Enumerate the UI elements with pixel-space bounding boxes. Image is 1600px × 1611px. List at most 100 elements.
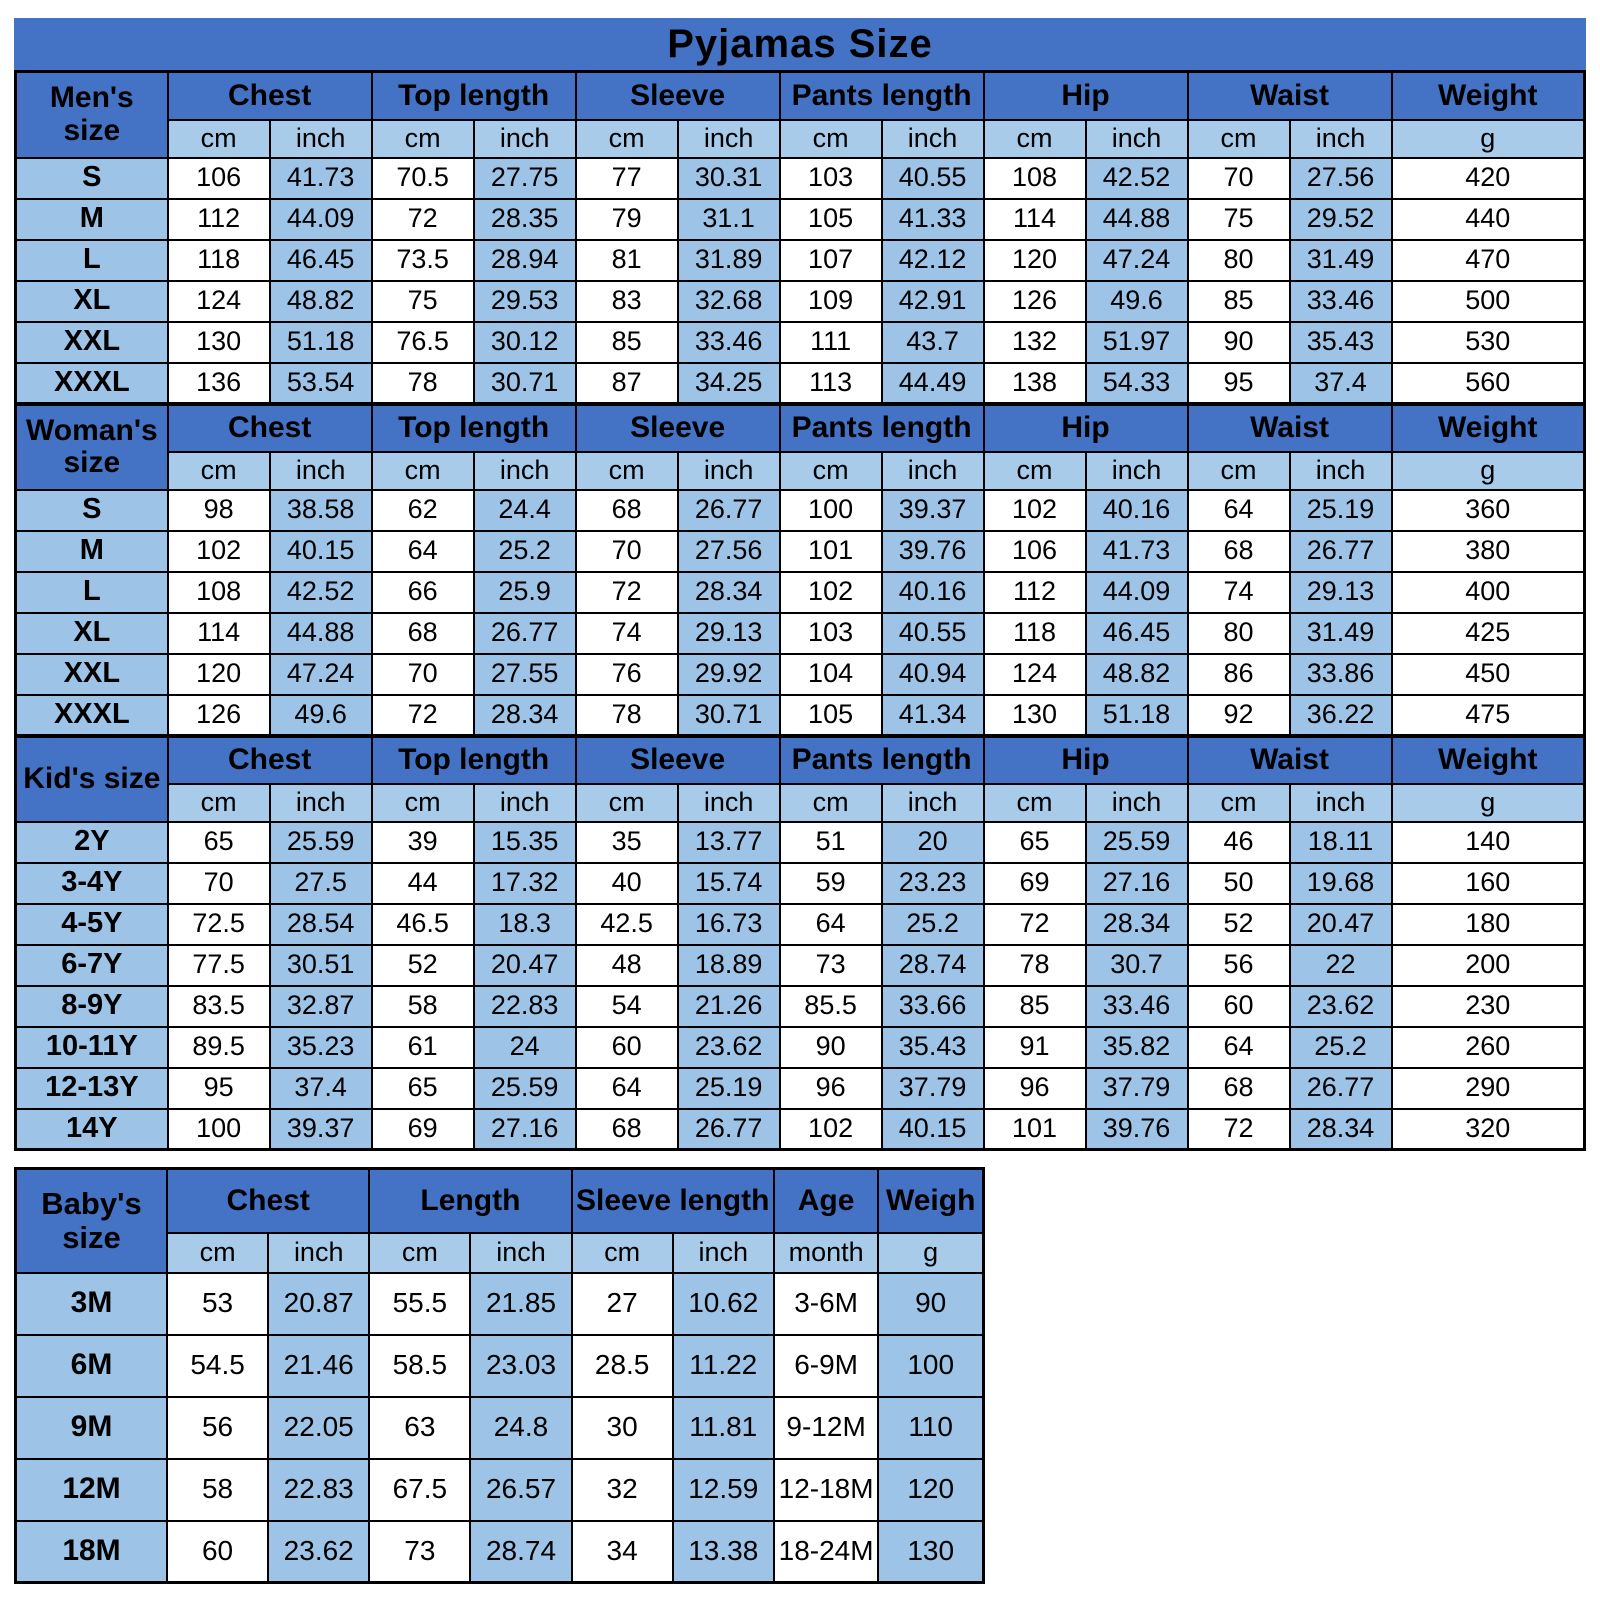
value-cell: 130 xyxy=(166,320,271,364)
value-cell: 136 xyxy=(166,361,271,405)
value-cell: 87 xyxy=(574,361,679,405)
value-cell: 11.22 xyxy=(671,1333,775,1398)
table-row-men-s-size-l: L 118 46.45 73.5 28.94 81 31.89 107 42.12 120 47.2… xyxy=(14,238,1586,282)
table-row-men-s-size-xxxl: XXXL 136 53.54 78 30.71 87 34.25 113 44.49 138 54.… xyxy=(14,361,1586,405)
value-cell: 28.74 xyxy=(469,1519,573,1584)
value-cell: 39.37 xyxy=(880,488,985,532)
value-cell: 48 xyxy=(574,943,679,987)
value-cell: 42.91 xyxy=(880,279,985,323)
value-cell: 63 xyxy=(368,1395,472,1460)
value-cell: 40.16 xyxy=(880,570,985,614)
value-cell: 530 xyxy=(1390,320,1586,364)
size-cell: 4-5Y xyxy=(14,902,169,946)
size-cell: 3-4Y xyxy=(14,861,169,905)
value-cell: 30.12 xyxy=(472,320,577,364)
value-cell: 28.34 xyxy=(472,693,577,737)
value-cell: 44.09 xyxy=(268,197,373,241)
table-row-woman-s-size-m: M 102 40.15 64 25.2 70 27.56 101 39.76 106 41.73 68… xyxy=(14,529,1586,573)
size-cell: M xyxy=(14,197,169,241)
value-cell: 102 xyxy=(778,570,883,614)
value-cell: 72 xyxy=(982,902,1087,946)
value-cell: 130 xyxy=(877,1519,985,1584)
value-cell: 86 xyxy=(1186,652,1291,696)
value-cell: 25.2 xyxy=(880,902,985,946)
value-cell: 48.82 xyxy=(268,279,373,323)
value-cell: 11.81 xyxy=(671,1395,775,1460)
value-cell: 51.18 xyxy=(268,320,373,364)
value-cell: 58.5 xyxy=(368,1333,472,1398)
section-label-woman-s-size: Woman's size xyxy=(14,401,169,491)
unit-header-inch: inch xyxy=(1288,782,1393,823)
column-header-chest: Chest xyxy=(166,401,373,453)
value-cell: 124 xyxy=(166,279,271,323)
value-cell: 12-18M xyxy=(772,1457,880,1522)
value-cell: 85 xyxy=(574,320,679,364)
value-cell: 16.73 xyxy=(676,902,781,946)
value-cell: 65 xyxy=(166,820,271,864)
unit-header-cm: cm xyxy=(982,450,1087,491)
value-cell: 35 xyxy=(574,820,679,864)
value-cell: 28.34 xyxy=(1288,1107,1393,1151)
value-cell: 32 xyxy=(570,1457,674,1522)
value-cell: 46 xyxy=(1186,820,1291,864)
value-cell: 91 xyxy=(982,1025,1087,1069)
value-cell: 56 xyxy=(165,1395,270,1460)
value-cell: 112 xyxy=(982,570,1087,614)
section-label-men-s-size: Men's size xyxy=(14,70,169,159)
value-cell: 75 xyxy=(370,279,475,323)
value-cell: 400 xyxy=(1390,570,1586,614)
column-header-weight: Weight xyxy=(1390,401,1586,453)
value-cell: 18-24M xyxy=(772,1519,880,1584)
value-cell: 25.19 xyxy=(1288,488,1393,532)
unit-header-inch: inch xyxy=(1084,782,1189,823)
value-cell: 53 xyxy=(165,1271,270,1336)
value-cell: 124 xyxy=(982,652,1087,696)
unit-header-inch: inch xyxy=(1084,450,1189,491)
value-cell: 37.79 xyxy=(880,1066,985,1110)
unit-header-inch: inch xyxy=(268,450,373,491)
value-cell: 68 xyxy=(1186,1066,1291,1110)
value-cell: 31.1 xyxy=(676,197,781,241)
table-row-men-s-size-m: M 112 44.09 72 28.35 79 31.1 105 41.33 114 44.88 75… xyxy=(14,197,1586,241)
value-cell: 72.5 xyxy=(166,902,271,946)
value-cell: 111 xyxy=(778,320,883,364)
table-row-kid-s-size-8-9y: 8-9Y 83.5 32.87 58 22.83 54 21.26 85.5 33.66 85 33… xyxy=(14,984,1586,1028)
value-cell: 44.49 xyxy=(880,361,985,405)
value-cell: 33.46 xyxy=(1288,279,1393,323)
value-cell: 92 xyxy=(1186,693,1291,737)
value-cell: 59 xyxy=(778,861,883,905)
value-cell: 22.05 xyxy=(267,1395,371,1460)
column-header-waist: Waist xyxy=(1186,401,1393,453)
value-cell: 260 xyxy=(1390,1025,1586,1069)
value-cell: 64 xyxy=(778,902,883,946)
value-cell: 102 xyxy=(166,529,271,573)
value-cell: 138 xyxy=(982,361,1087,405)
value-cell: 450 xyxy=(1390,652,1586,696)
value-cell: 108 xyxy=(982,156,1087,200)
value-cell: 90 xyxy=(1186,320,1291,364)
unit-header-g: g xyxy=(877,1231,985,1274)
value-cell: 46.5 xyxy=(370,902,475,946)
unit-header-cm: cm xyxy=(1186,450,1291,491)
value-cell: 37.4 xyxy=(1288,361,1393,405)
unit-header-inch: inch xyxy=(472,782,577,823)
value-cell: 30.31 xyxy=(676,156,781,200)
section-label-line: Baby's xyxy=(41,1186,142,1222)
column-header-chest: Chest xyxy=(166,733,373,785)
value-cell: 74 xyxy=(1186,570,1291,614)
value-cell: 28.34 xyxy=(676,570,781,614)
value-cell: 100 xyxy=(778,488,883,532)
unit-header-cm: cm xyxy=(370,782,475,823)
unit-header-cm: cm xyxy=(1186,782,1291,823)
value-cell: 28.5 xyxy=(570,1333,674,1398)
value-cell: 85.5 xyxy=(778,984,883,1028)
value-cell: 51.97 xyxy=(1084,320,1189,364)
value-cell: 103 xyxy=(778,611,883,655)
value-cell: 60 xyxy=(165,1519,270,1584)
table-row-kid-s-size-4-5y: 4-5Y 72.5 28.54 46.5 18.3 42.5 16.73 64 25.2 72 28… xyxy=(14,902,1586,946)
unit-header-cm: cm xyxy=(368,1231,472,1274)
column-header-sleeve-length: Sleeve length xyxy=(570,1167,775,1234)
size-cell: XXXL xyxy=(14,693,169,737)
value-cell: 90 xyxy=(778,1025,883,1069)
